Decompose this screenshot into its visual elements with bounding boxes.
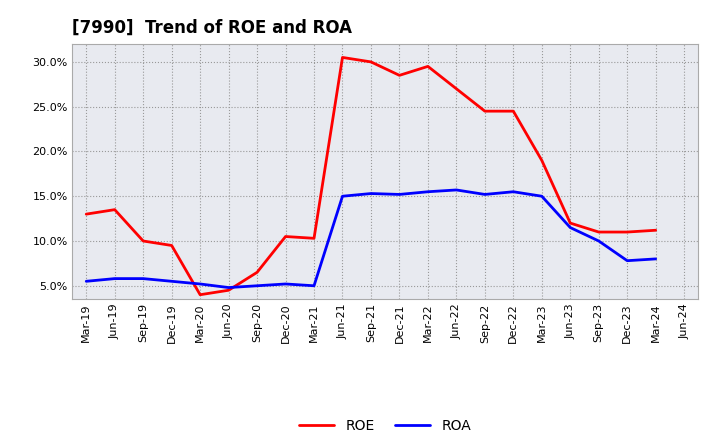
ROA [509,189,518,194]
ROE [537,158,546,163]
ROA [480,192,489,197]
ROE [310,236,318,241]
ROA [366,191,375,196]
ROE [338,55,347,60]
ROE [82,212,91,217]
ROA [225,285,233,290]
ROA [167,279,176,284]
ROA [196,281,204,286]
ROA [623,258,631,263]
ROE [196,292,204,297]
Line: ROE: ROE [86,58,656,295]
Legend: ROE, ROA: ROE, ROA [294,413,477,438]
ROA [423,189,432,194]
ROA [595,238,603,244]
ROE [366,59,375,65]
ROA [652,256,660,261]
ROE [652,227,660,233]
ROE [139,238,148,244]
ROE [623,229,631,235]
Line: ROA: ROA [86,190,656,288]
ROA [253,283,261,288]
ROA [452,187,461,193]
ROE [110,207,119,212]
ROE [225,288,233,293]
ROE [480,109,489,114]
ROE [395,73,404,78]
ROE [282,234,290,239]
ROA [395,192,404,197]
ROE [452,86,461,92]
ROE [509,109,518,114]
ROA [82,279,91,284]
ROA [310,283,318,288]
ROE [253,270,261,275]
ROE [423,64,432,69]
ROA [537,194,546,199]
ROE [167,243,176,248]
ROA [139,276,148,281]
ROA [282,281,290,286]
ROE [595,229,603,235]
Text: [7990]  Trend of ROE and ROA: [7990] Trend of ROE and ROA [72,19,352,37]
ROA [110,276,119,281]
ROA [566,225,575,230]
ROA [338,194,347,199]
ROE [566,220,575,226]
